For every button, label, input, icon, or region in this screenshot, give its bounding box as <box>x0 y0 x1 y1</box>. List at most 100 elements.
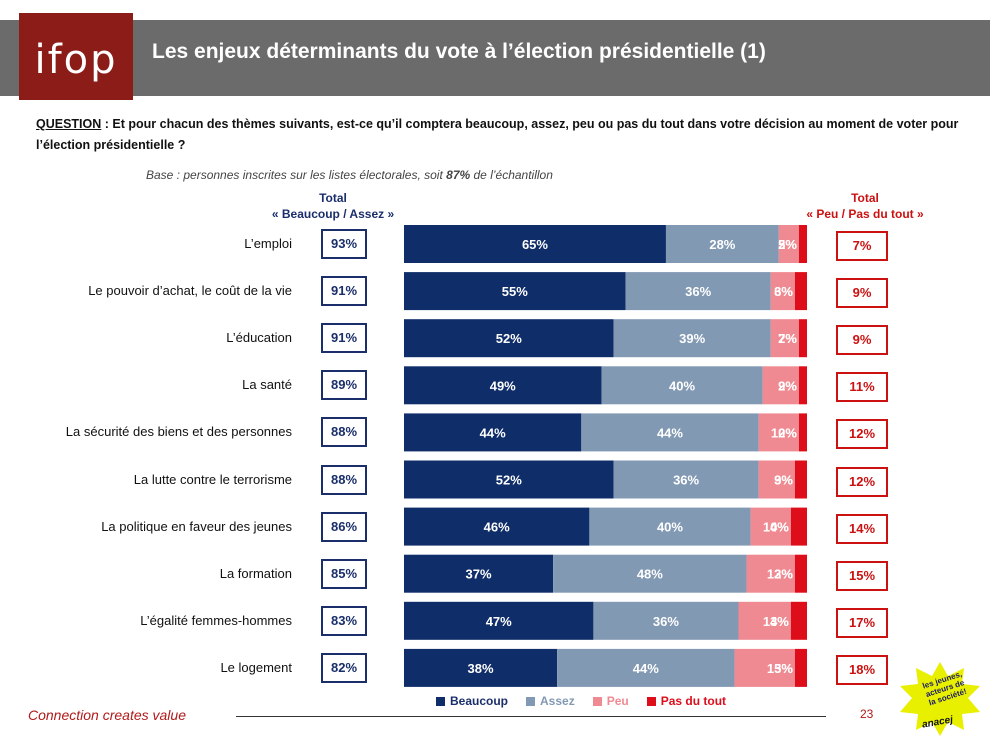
data-label-beaucoup: 47% <box>486 614 512 629</box>
total-beaucoup-assez-box: 85% <box>321 558 367 589</box>
data-label-beaucoup: 49% <box>490 378 516 393</box>
question-body: : Et pour chacun des thèmes suivants, es… <box>36 117 959 152</box>
total-peu-pas-du-tout-box: 17% <box>836 607 888 638</box>
base-note: Base : personnes inscrites sur les liste… <box>146 168 553 182</box>
total-beaucoup-assez-box: 88% <box>321 464 367 495</box>
header-right-line1: Total <box>851 191 879 205</box>
bar-segment-peu <box>758 413 799 452</box>
data-label-beaucoup: 65% <box>522 237 548 252</box>
total-beaucoup-assez-box: 93% <box>321 229 367 259</box>
row-label: L’éducation <box>226 330 292 346</box>
footer-divider <box>236 716 826 717</box>
total-peu-pas-du-tout-box: 12% <box>836 466 888 497</box>
bar-segment-pas-du-tout <box>790 601 807 640</box>
data-label-assez: 44% <box>657 425 683 440</box>
data-label-pas-du-tout: 4% <box>770 614 789 629</box>
header-total-beaucoup-assez: Total « Beaucoup / Assez » <box>258 190 408 222</box>
page-number: 23 <box>860 707 874 721</box>
bar-segment-peu <box>770 272 795 311</box>
data-label-assez: 40% <box>657 520 683 535</box>
total-beaucoup-assez-box: 88% <box>321 417 367 448</box>
bar-segment-peu <box>746 554 795 593</box>
data-label-pas-du-tout: 3% <box>774 284 793 299</box>
bar-segment-beaucoup <box>404 366 602 405</box>
data-label-pas-du-tout: 2% <box>778 378 797 393</box>
bar-segment-pas-du-tout <box>798 366 807 405</box>
data-label-beaucoup: 46% <box>484 520 510 535</box>
base-note-pct: 87% <box>446 168 471 182</box>
data-label-pas-du-tout: 2% <box>778 331 797 346</box>
bar-segment-pas-du-tout <box>794 648 807 687</box>
legend-swatch-peu <box>592 696 602 706</box>
data-label-beaucoup: 55% <box>502 284 528 299</box>
data-label-peu: 15% <box>767 661 793 676</box>
anacej-sticker <box>900 662 980 736</box>
row-label: Le pouvoir d’achat, le coût de la vie <box>88 283 292 299</box>
bar-segment-pas-du-tout <box>798 319 807 358</box>
total-peu-pas-du-tout-box: 11% <box>836 372 888 403</box>
legend-assez: Assez <box>526 694 575 708</box>
bar-segment-beaucoup <box>404 648 558 687</box>
total-peu-pas-du-tout-box: 12% <box>836 419 888 450</box>
chart-legend: Beaucoup Assez Peu Pas du tout <box>436 694 726 708</box>
header-left-line2: « Beaucoup / Assez » <box>271 207 395 221</box>
bar-segment-beaucoup <box>404 460 614 499</box>
bar-segment-assez <box>581 413 759 452</box>
total-peu-pas-du-tout-box: 9% <box>836 278 888 309</box>
bar-segment-pas-du-tout <box>798 225 807 263</box>
legend-pas-du-tout: Pas du tout <box>646 694 726 708</box>
legend-label-peu: Peu <box>606 694 629 708</box>
bar-segment-assez <box>613 460 759 499</box>
row-label: Le logement <box>220 659 292 675</box>
footer-tagline: Connection creates value <box>28 707 186 723</box>
row-label: La santé <box>242 377 292 393</box>
data-label-pas-du-tout: 2% <box>778 425 797 440</box>
total-peu-pas-du-tout-box: 15% <box>836 560 888 591</box>
data-label-peu: 10% <box>763 520 789 535</box>
data-label-peu: 13% <box>763 614 789 629</box>
bar-segment-assez <box>665 225 779 263</box>
data-label-beaucoup: 37% <box>466 567 492 582</box>
base-note-prefix: Base : personnes inscrites sur les liste… <box>146 168 447 182</box>
bar-segment-assez <box>601 366 763 405</box>
data-label-peu: 9% <box>774 473 793 488</box>
row-label: La sécurité des biens et des personnes <box>65 424 292 440</box>
bar-segment-beaucoup <box>404 225 666 263</box>
bar-segment-pas-du-tout <box>790 507 807 546</box>
data-label-peu: 5% <box>778 237 797 252</box>
bar-segment-assez <box>557 648 735 687</box>
bar-segment-peu <box>758 460 795 499</box>
data-label-assez: 28% <box>709 237 735 252</box>
total-beaucoup-assez-box: 91% <box>321 323 367 354</box>
bar-segment-peu <box>770 319 799 358</box>
bar-segment-pas-du-tout <box>798 413 807 452</box>
legend-label-assez: Assez <box>540 694 575 708</box>
base-note-suffix: de l’échantillon <box>470 168 553 182</box>
data-label-pas-du-tout: 3% <box>774 661 793 676</box>
data-label-beaucoup: 52% <box>496 473 522 488</box>
data-label-assez: 48% <box>637 567 663 582</box>
bar-segment-assez <box>625 272 771 311</box>
total-peu-pas-du-tout-box: 7% <box>836 231 888 261</box>
data-label-assez: 36% <box>673 473 699 488</box>
bar-segment-assez <box>613 319 771 358</box>
bar-segment-peu <box>738 601 791 640</box>
data-label-peu: 9% <box>778 378 797 393</box>
data-label-peu: 7% <box>778 331 797 346</box>
bar-segment-beaucoup <box>404 507 590 546</box>
header-left-line1: Total <box>319 191 347 205</box>
legend-swatch-beaucoup <box>436 696 445 706</box>
data-label-assez: 36% <box>685 284 711 299</box>
data-label-assez: 44% <box>633 661 659 676</box>
bar-segment-pas-du-tout <box>794 460 807 499</box>
row-label: La lutte contre le terrorisme <box>133 471 292 487</box>
bar-segment-beaucoup <box>404 554 554 593</box>
data-label-peu: 6% <box>774 284 793 299</box>
bar-segment-peu <box>762 366 799 405</box>
legend-peu: Peu <box>592 694 629 708</box>
row-label: L’emploi <box>244 236 292 251</box>
data-label-assez: 36% <box>653 614 679 629</box>
bar-segment-peu <box>778 225 799 263</box>
bar-segment-pas-du-tout <box>794 554 807 593</box>
